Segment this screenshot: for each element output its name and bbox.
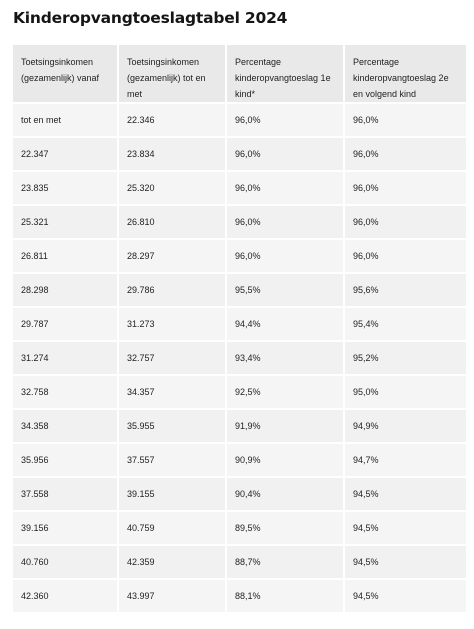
table-row: 40.760 42.359 88,7% 94,5%	[13, 544, 466, 578]
cell-income-from: tot en met	[13, 102, 119, 136]
header-row: Toetsingsinkomen (gezamenlijk) vanaf Toe…	[13, 45, 466, 102]
cell-percentage-first-child: 96,0%	[227, 102, 345, 136]
cell-income-from: 39.156	[13, 510, 119, 544]
table-body: tot en met 22.346 96,0% 96,0% 22.347 23.834 96…	[13, 102, 466, 612]
cell-percentage-second-child: 96,0%	[345, 204, 466, 238]
table-row: 26.811 28.297 96,0% 96,0%	[13, 238, 466, 272]
cell-percentage-second-child: 96,0%	[345, 136, 466, 170]
cell-percentage-second-child: 94,7%	[345, 442, 466, 476]
cell-percentage-first-child: 93,4%	[227, 340, 345, 374]
allowance-table: Toetsingsinkomen (gezamenlijk) vanaf Toe…	[13, 45, 466, 612]
cell-income-to: 23.834	[119, 136, 227, 170]
table-container: Toetsingsinkomen (gezamenlijk) vanaf Toe…	[13, 45, 466, 612]
cell-percentage-first-child: 90,4%	[227, 476, 345, 510]
cell-income-from: 26.811	[13, 238, 119, 272]
table-row: 22.347 23.834 96,0% 96,0%	[13, 136, 466, 170]
cell-income-to: 29.786	[119, 272, 227, 306]
table-row: 37.558 39.155 90,4% 94,5%	[13, 476, 466, 510]
table-row: 42.360 43.997 88,1% 94,5%	[13, 578, 466, 612]
cell-income-to: 40.759	[119, 510, 227, 544]
cell-income-to: 22.346	[119, 102, 227, 136]
cell-percentage-first-child: 96,0%	[227, 136, 345, 170]
table-row: 34.358 35.955 91,9% 94,9%	[13, 408, 466, 442]
table-row: 25.321 26.810 96,0% 96,0%	[13, 204, 466, 238]
cell-income-from: 32.758	[13, 374, 119, 408]
table-header: Toetsingsinkomen (gezamenlijk) vanaf Toe…	[13, 45, 466, 102]
cell-income-to: 39.155	[119, 476, 227, 510]
cell-percentage-second-child: 95,6%	[345, 272, 466, 306]
table-row: 32.758 34.357 92,5% 95,0%	[13, 374, 466, 408]
table-row: 29.787 31.273 94,4% 95,4%	[13, 306, 466, 340]
cell-income-from: 37.558	[13, 476, 119, 510]
cell-income-from: 28.298	[13, 272, 119, 306]
cell-income-from: 34.358	[13, 408, 119, 442]
header-percentage-second-child: Percentage kinderopvangtoeslag 2e en vol…	[345, 45, 466, 102]
table-row: 23.835 25.320 96,0% 96,0%	[13, 170, 466, 204]
table-row: 35.956 37.557 90,9% 94,7%	[13, 442, 466, 476]
cell-income-from: 25.321	[13, 204, 119, 238]
cell-income-to: 25.320	[119, 170, 227, 204]
table-row: 39.156 40.759 89,5% 94,5%	[13, 510, 466, 544]
cell-percentage-second-child: 96,0%	[345, 238, 466, 272]
cell-income-to: 37.557	[119, 442, 227, 476]
cell-percentage-first-child: 96,0%	[227, 238, 345, 272]
cell-percentage-first-child: 91,9%	[227, 408, 345, 442]
cell-percentage-first-child: 92,5%	[227, 374, 345, 408]
cell-percentage-second-child: 94,9%	[345, 408, 466, 442]
cell-percentage-second-child: 94,5%	[345, 544, 466, 578]
cell-income-from: 29.787	[13, 306, 119, 340]
table-row: 28.298 29.786 95,5% 95,6%	[13, 272, 466, 306]
cell-percentage-second-child: 94,5%	[345, 510, 466, 544]
table-row: 31.274 32.757 93,4% 95,2%	[13, 340, 466, 374]
cell-income-to: 35.955	[119, 408, 227, 442]
cell-percentage-first-child: 94,4%	[227, 306, 345, 340]
cell-income-from: 31.274	[13, 340, 119, 374]
cell-income-from: 22.347	[13, 136, 119, 170]
cell-income-to: 28.297	[119, 238, 227, 272]
table-row: tot en met 22.346 96,0% 96,0%	[13, 102, 466, 136]
cell-percentage-first-child: 88,7%	[227, 544, 345, 578]
page-title: Kinderopvangtoeslagtabel 2024	[13, 9, 288, 27]
cell-percentage-second-child: 94,5%	[345, 578, 466, 612]
cell-income-to: 32.757	[119, 340, 227, 374]
cell-percentage-second-child: 96,0%	[345, 170, 466, 204]
cell-percentage-first-child: 89,5%	[227, 510, 345, 544]
cell-income-to: 34.357	[119, 374, 227, 408]
cell-percentage-first-child: 95,5%	[227, 272, 345, 306]
cell-percentage-second-child: 95,2%	[345, 340, 466, 374]
cell-income-to: 42.359	[119, 544, 227, 578]
cell-income-to: 43.997	[119, 578, 227, 612]
cell-percentage-second-child: 94,5%	[345, 476, 466, 510]
header-income-from: Toetsingsinkomen (gezamenlijk) vanaf	[13, 45, 119, 102]
cell-percentage-second-child: 96,0%	[345, 102, 466, 136]
cell-income-from: 23.835	[13, 170, 119, 204]
cell-income-to: 26.810	[119, 204, 227, 238]
cell-percentage-first-child: 96,0%	[227, 204, 345, 238]
header-percentage-first-child: Percentage kinderopvangtoeslag 1e kind*	[227, 45, 345, 102]
cell-percentage-first-child: 90,9%	[227, 442, 345, 476]
cell-income-from: 35.956	[13, 442, 119, 476]
cell-income-from: 42.360	[13, 578, 119, 612]
cell-percentage-second-child: 95,4%	[345, 306, 466, 340]
cell-percentage-first-child: 96,0%	[227, 170, 345, 204]
cell-percentage-second-child: 95,0%	[345, 374, 466, 408]
cell-percentage-first-child: 88,1%	[227, 578, 345, 612]
cell-income-from: 40.760	[13, 544, 119, 578]
cell-income-to: 31.273	[119, 306, 227, 340]
header-income-to: Toetsingsinkomen (gezamenlijk) tot en me…	[119, 45, 227, 102]
